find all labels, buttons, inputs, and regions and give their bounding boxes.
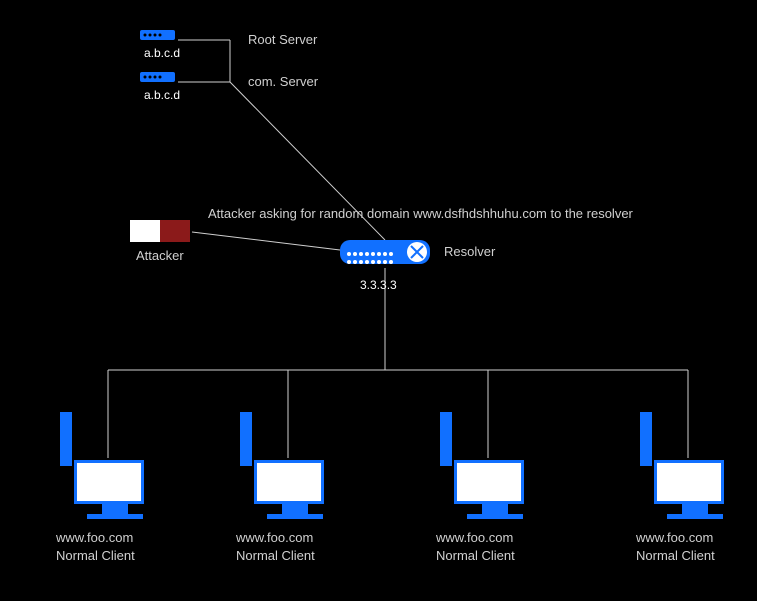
client-pc-3-sub: Normal Client xyxy=(436,548,515,563)
attacker-box-right xyxy=(160,220,190,242)
attacker-description: Attacker asking for random domain www.ds… xyxy=(208,206,748,221)
client-pc-2-sub: Normal Client xyxy=(236,548,315,563)
client-pc-4-sub: Normal Client xyxy=(636,548,715,563)
pc-monitor-icon xyxy=(74,460,144,504)
router-icon xyxy=(340,240,430,264)
com-server-label: com. Server xyxy=(248,74,318,89)
client-pc-1-label: www.foo.com xyxy=(56,530,133,545)
root-server-node xyxy=(140,28,175,47)
client-pc-2-label: www.foo.com xyxy=(236,530,313,545)
router-feet-icon xyxy=(340,269,430,277)
root-server-ip: a.b.c.d xyxy=(144,46,180,60)
resolver-node xyxy=(340,240,430,282)
attacker-node xyxy=(130,220,190,242)
server-icon xyxy=(140,70,175,84)
pc-tower-icon xyxy=(640,412,652,466)
client-pc-4 xyxy=(640,460,736,519)
client-pc-3 xyxy=(440,460,536,519)
resolver-label: Resolver xyxy=(444,244,495,259)
client-pc-1 xyxy=(60,460,156,519)
pc-monitor-icon xyxy=(654,460,724,504)
pc-tower-icon xyxy=(240,412,252,466)
server-icon xyxy=(140,28,175,42)
pc-tower-icon xyxy=(440,412,452,466)
pc-monitor-icon xyxy=(454,460,524,504)
attacker-label: Attacker xyxy=(136,248,184,263)
pc-monitor-icon xyxy=(254,460,324,504)
client-pc-4-label: www.foo.com xyxy=(636,530,713,545)
attacker-box-left xyxy=(130,220,160,242)
resolver-ip: 3.3.3.3 xyxy=(360,278,397,292)
client-pc-3-label: www.foo.com xyxy=(436,530,513,545)
com-server-ip: a.b.c.d xyxy=(144,88,180,102)
com-server-node xyxy=(140,70,175,89)
client-pc-2 xyxy=(240,460,336,519)
pc-tower-icon xyxy=(60,412,72,466)
root-server-label: Root Server xyxy=(248,32,317,47)
client-pc-1-sub: Normal Client xyxy=(56,548,135,563)
